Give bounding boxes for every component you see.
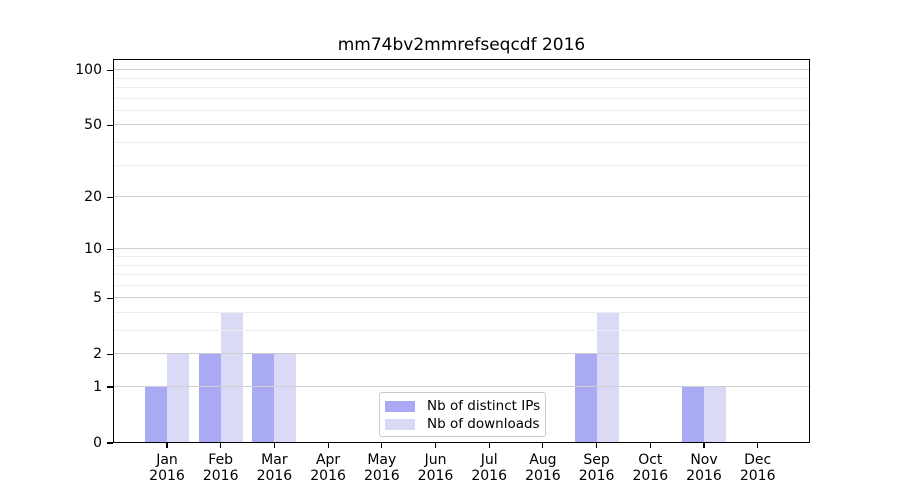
x-axis-tick — [703, 443, 705, 448]
bar-downloads — [220, 313, 243, 443]
legend-label-downloads: Nb of downloads — [427, 416, 540, 432]
chart-title: mm74bv2mmrefseqcdf 2016 — [337, 35, 586, 55]
bar-distinct-ips — [198, 354, 221, 443]
gridline-minor — [113, 109, 810, 111]
x-axis-tick — [488, 443, 490, 448]
gridline-minor — [113, 142, 810, 143]
gridline-major — [113, 248, 810, 250]
y-axis-tick — [107, 196, 113, 198]
y-axis-tick — [107, 386, 113, 388]
x-axis-tick — [757, 443, 759, 448]
y-axis-tick — [107, 69, 113, 71]
bar-distinct-ips — [252, 354, 275, 443]
x-tick-label: Feb 2016 — [202, 452, 239, 484]
gridline-major — [113, 69, 810, 71]
x-axis-tick — [542, 443, 544, 448]
x-axis-tick — [327, 443, 329, 448]
gridline-major — [113, 297, 810, 299]
y-tick-label: 5 — [93, 290, 102, 307]
legend-swatch-distinct-ips-icon — [385, 400, 415, 412]
gridline-minor — [113, 274, 810, 275]
legend: Nb of distinct IPs Nb of downloads — [379, 392, 546, 437]
y-axis-tick — [107, 442, 113, 444]
x-tick-label: May 2016 — [363, 452, 400, 484]
x-tick-label: Aug 2016 — [525, 452, 561, 484]
x-axis-tick — [649, 443, 651, 448]
x-tick-label: Sep 2016 — [578, 452, 615, 484]
x-axis-tick — [596, 443, 598, 448]
x-tick-label: Mar 2016 — [256, 452, 293, 484]
y-tick-label: 1 — [93, 379, 102, 395]
bar-downloads — [596, 313, 619, 443]
y-tick-label: 2 — [93, 346, 102, 363]
x-tick-label: Apr 2016 — [310, 452, 346, 484]
y-axis-tick — [107, 297, 113, 299]
bar-downloads — [704, 387, 726, 443]
y-axis-tick — [107, 248, 113, 250]
legend-label-distinct-ips: Nb of distinct IPs — [427, 398, 541, 414]
gridline-major — [113, 124, 810, 126]
x-tick-label: Jan 2016 — [149, 452, 185, 484]
gridline-major — [113, 196, 810, 198]
x-tick-label: Nov 2016 — [686, 452, 722, 484]
gridline-minor — [113, 256, 810, 257]
y-tick-label: 50 — [84, 117, 102, 134]
legend-item-distinct-ips: Nb of distinct IPs — [385, 397, 545, 415]
bar-distinct-ips — [682, 387, 704, 443]
y-tick-label: 20 — [84, 189, 102, 206]
gridline-minor — [113, 312, 810, 313]
y-tick-label: 10 — [84, 241, 102, 258]
gridline-minor — [113, 87, 810, 88]
plot-area — [113, 59, 810, 443]
x-tick-label: Jun 2016 — [417, 452, 454, 484]
gridline-minor — [113, 264, 810, 266]
bar-distinct-ips — [145, 387, 167, 443]
y-axis-tick — [107, 124, 113, 126]
bar-downloads — [167, 354, 189, 443]
gridline-major — [113, 353, 810, 355]
y-tick-label: 100 — [75, 62, 102, 79]
y-tick-label: 0 — [93, 435, 102, 451]
x-axis-tick — [166, 443, 168, 448]
x-axis-tick — [381, 443, 383, 448]
bar-distinct-ips — [574, 354, 597, 443]
gridline-minor — [113, 284, 810, 286]
gridline-minor — [113, 97, 810, 99]
legend-swatch-downloads-icon — [385, 418, 415, 430]
y-axis-tick — [107, 353, 113, 355]
x-tick-label: Oct 2016 — [632, 452, 669, 484]
x-axis-tick — [273, 443, 275, 448]
x-axis-tick — [434, 443, 437, 448]
gridline-minor — [113, 330, 810, 331]
gridline-major — [113, 386, 810, 387]
gridline-minor — [113, 77, 810, 79]
x-axis-tick — [220, 443, 222, 448]
bar-downloads — [274, 354, 297, 443]
gridline-minor — [113, 164, 810, 166]
x-tick-label: Dec 2016 — [739, 452, 776, 484]
legend-item-downloads: Nb of downloads — [385, 415, 545, 433]
x-tick-label: Jul 2016 — [471, 452, 507, 484]
